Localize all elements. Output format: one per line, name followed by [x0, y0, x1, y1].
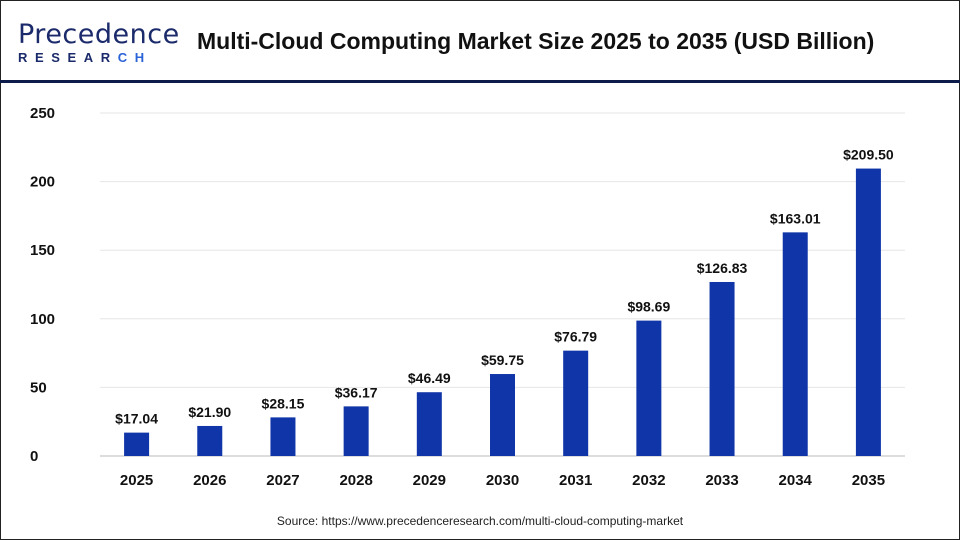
x-tick-label: 2025 — [120, 472, 153, 489]
bar — [416, 392, 442, 456]
bar — [563, 350, 589, 456]
data-label: $36.17 — [335, 384, 378, 400]
data-label: $17.04 — [115, 411, 158, 427]
logo-line1: Precedence — [18, 19, 180, 50]
x-tick-label: 2027 — [266, 472, 299, 489]
data-label: $59.75 — [481, 352, 524, 368]
data-label: $163.01 — [770, 210, 821, 226]
header-divider — [0, 80, 960, 83]
bar — [782, 232, 808, 456]
bar — [709, 281, 735, 456]
y-tick-label: 200 — [30, 174, 55, 191]
x-tick-label: 2028 — [339, 472, 372, 489]
x-tick-label: 2026 — [193, 472, 226, 489]
x-tick-label: 2030 — [486, 472, 519, 489]
x-tick-label: 2033 — [705, 472, 738, 489]
bar — [636, 320, 662, 456]
chart-title: Multi-Cloud Computing Market Size 2025 t… — [197, 28, 875, 54]
data-label: $126.83 — [697, 260, 748, 276]
x-tick-label: 2031 — [559, 472, 592, 489]
bar — [270, 417, 296, 456]
x-tick-label: 2032 — [632, 472, 665, 489]
x-tick-label: 2029 — [413, 472, 446, 489]
x-tick-label: 2035 — [852, 472, 885, 489]
data-label: $28.15 — [262, 395, 305, 411]
y-tick-label: 50 — [30, 379, 47, 396]
data-label: $21.90 — [188, 404, 231, 420]
x-tick-label: 2034 — [779, 472, 813, 489]
y-tick-label: 150 — [30, 242, 55, 259]
source-note: Source: https://www.precedenceresearch.c… — [276, 514, 684, 528]
data-label: $98.69 — [627, 299, 670, 315]
data-label: $76.79 — [554, 329, 597, 345]
bar — [343, 406, 369, 456]
bar — [197, 425, 223, 456]
logo-line2: RESEARCH — [18, 50, 152, 65]
y-tick-label: 100 — [30, 311, 55, 328]
data-label: $46.49 — [408, 370, 451, 386]
bar — [855, 168, 881, 457]
y-tick-label: 0 — [30, 448, 38, 465]
brand-logo: Precedence RESEARCH — [18, 19, 180, 65]
y-tick-label: 250 — [30, 105, 55, 122]
bar — [124, 432, 150, 456]
bar — [490, 374, 515, 456]
data-label: $209.50 — [843, 147, 894, 163]
